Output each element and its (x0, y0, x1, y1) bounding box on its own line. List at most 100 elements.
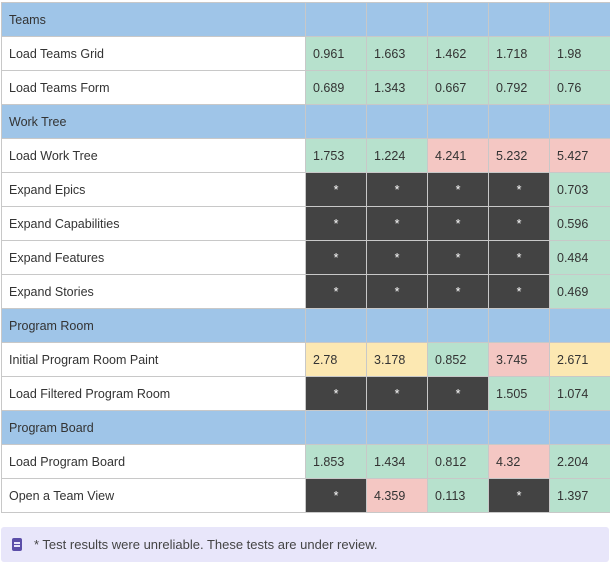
table-row: Initial Program Room Paint 2.78 3.178 0.852… (1, 342, 610, 377)
result-cell: 1.98 (549, 36, 610, 71)
unreliable-result-cell: * (488, 274, 550, 309)
unreliable-result-cell: * (427, 274, 489, 309)
result-cell: 3.745 (488, 342, 550, 377)
test-name: Load Filtered Program Room (1, 376, 306, 411)
unreliable-result-cell: * (305, 240, 367, 275)
unreliable-result-cell: * (305, 206, 367, 241)
table-row: Load Filtered Program Room * * * 1.505 1.074 (1, 376, 610, 411)
result-cell: 0.961 (305, 36, 367, 71)
test-name: Load Program Board (1, 444, 306, 479)
section-header-row: Work Tree (1, 104, 610, 139)
test-name: Expand Features (1, 240, 306, 275)
test-name: Open a Team View (1, 478, 306, 513)
unreliable-result-cell: * (427, 240, 489, 275)
callout-text: * Test results were unreliable. These te… (34, 537, 378, 552)
test-name: Expand Capabilities (1, 206, 306, 241)
unreliable-result-cell: * (366, 206, 428, 241)
test-name: Load Teams Form (1, 70, 306, 105)
unreliable-result-cell: * (488, 172, 550, 207)
table-row: Load Teams Grid 0.961 1.663 1.462 1.718 1.98 (1, 36, 610, 71)
result-cell: 2.204 (549, 444, 610, 479)
result-cell: 0.689 (305, 70, 367, 105)
section-label: Program Board (1, 410, 306, 445)
section-empty-cell (366, 104, 428, 139)
test-name: Expand Epics (1, 172, 306, 207)
unreliable-result-cell: * (488, 240, 550, 275)
result-cell: 1.224 (366, 138, 428, 173)
section-empty-cell (305, 308, 367, 343)
section-header-row: Program Room (1, 308, 610, 343)
table-row: Load Program Board 1.853 1.434 0.812 4.32 2.2… (1, 444, 610, 479)
table-row: Load Work Tree 1.753 1.224 4.241 5.232 5.427 (1, 138, 610, 173)
unreliable-result-cell: * (366, 274, 428, 309)
section-empty-cell (488, 104, 550, 139)
result-cell: 2.671 (549, 342, 610, 377)
result-cell: 0.667 (427, 70, 489, 105)
unreliable-result-cell: * (305, 376, 367, 411)
section-header-row: Teams (1, 2, 610, 37)
unreliable-result-cell: * (427, 172, 489, 207)
unreliable-result-cell: * (427, 206, 489, 241)
unreliable-result-cell: * (366, 376, 428, 411)
unreliable-result-cell: * (427, 376, 489, 411)
test-name: Initial Program Room Paint (1, 342, 306, 377)
table-row: Open a Team View * 4.359 0.113 * 1.397 (1, 478, 610, 513)
result-cell: 1.718 (488, 36, 550, 71)
section-label: Program Room (1, 308, 306, 343)
result-cell: 1.397 (549, 478, 610, 513)
unreliable-result-cell: * (366, 240, 428, 275)
result-cell: 4.32 (488, 444, 550, 479)
unreliable-result-cell: * (305, 172, 367, 207)
unreliable-result-cell: * (366, 172, 428, 207)
section-empty-cell (549, 308, 610, 343)
table-row: Load Teams Form 0.689 1.343 0.667 0.792 0.76 (1, 70, 610, 105)
result-cell: 1.853 (305, 444, 367, 479)
result-cell: 0.76 (549, 70, 610, 105)
result-cell: 0.852 (427, 342, 489, 377)
result-cell: 5.232 (488, 138, 550, 173)
table-row: Expand Epics * * * * 0.703 (1, 172, 610, 207)
section-empty-cell (488, 2, 550, 37)
unreliable-result-cell: * (488, 478, 550, 513)
result-cell: 0.812 (427, 444, 489, 479)
section-empty-cell (427, 410, 489, 445)
result-cell: 0.469 (549, 274, 610, 309)
section-header-row: Program Board (1, 410, 610, 445)
section-empty-cell (427, 2, 489, 37)
section-empty-cell (549, 104, 610, 139)
section-empty-cell (427, 104, 489, 139)
section-empty-cell (366, 308, 428, 343)
result-cell: 1.343 (366, 70, 428, 105)
section-label: Teams (1, 2, 306, 37)
section-empty-cell (305, 104, 367, 139)
performance-table: Teams Load Teams Grid 0.961 1.663 1.462 1.718… (1, 2, 610, 513)
result-cell: 0.792 (488, 70, 550, 105)
test-name: Load Work Tree (1, 138, 306, 173)
result-cell: 1.074 (549, 376, 610, 411)
test-name: Expand Stories (1, 274, 306, 309)
result-cell: 0.113 (427, 478, 489, 513)
result-cell: 4.359 (366, 478, 428, 513)
section-empty-cell (549, 2, 610, 37)
result-cell: 0.484 (549, 240, 610, 275)
result-cell: 1.434 (366, 444, 428, 479)
result-cell: 0.703 (549, 172, 610, 207)
section-empty-cell (366, 410, 428, 445)
test-name: Load Teams Grid (1, 36, 306, 71)
result-cell: 3.178 (366, 342, 428, 377)
table-row: Expand Stories * * * * 0.469 (1, 274, 610, 309)
result-cell: 1.753 (305, 138, 367, 173)
result-cell: 2.78 (305, 342, 367, 377)
note-icon (12, 538, 22, 551)
result-cell: 4.241 (427, 138, 489, 173)
section-empty-cell (488, 308, 550, 343)
section-empty-cell (305, 410, 367, 445)
unreliable-result-cell: * (305, 478, 367, 513)
unreliable-result-cell: * (305, 274, 367, 309)
table-row: Expand Features * * * * 0.484 (1, 240, 610, 275)
section-empty-cell (549, 410, 610, 445)
section-empty-cell (488, 410, 550, 445)
section-empty-cell (305, 2, 367, 37)
result-cell: 1.505 (488, 376, 550, 411)
section-empty-cell (427, 308, 489, 343)
